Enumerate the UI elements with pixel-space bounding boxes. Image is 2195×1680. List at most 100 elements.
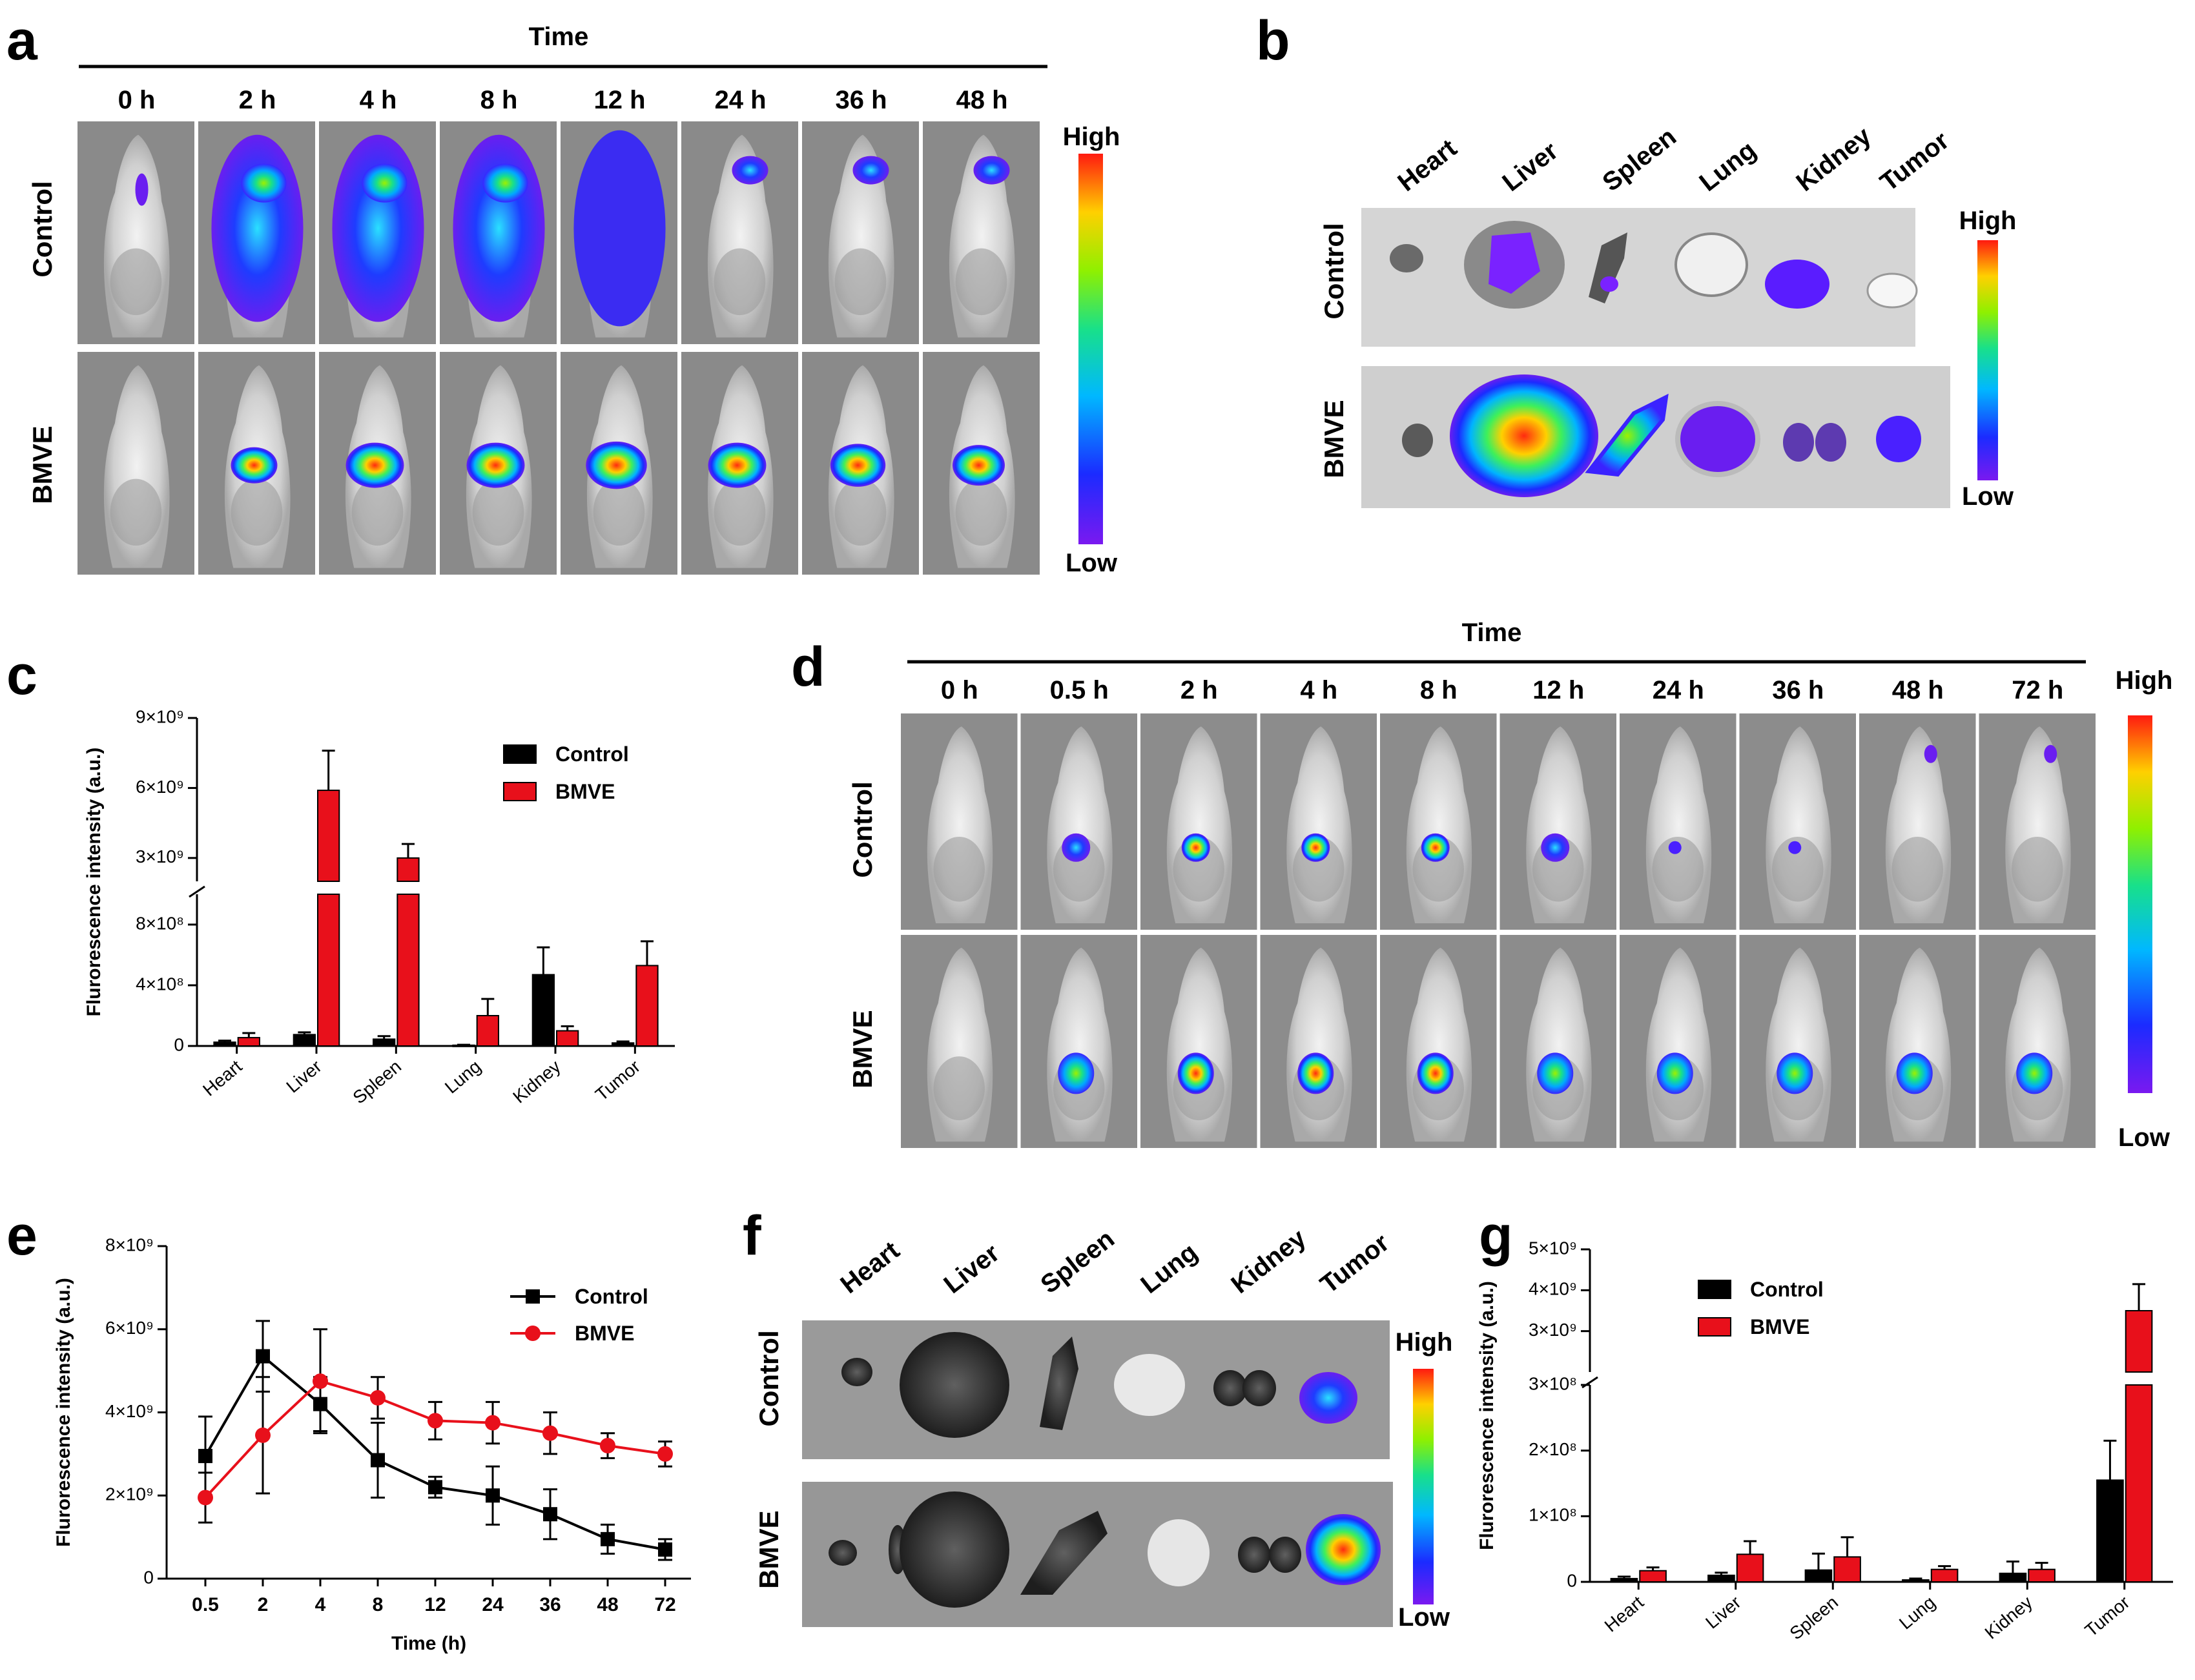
- chartC-bar-control-2: [373, 1038, 396, 1047]
- chart-g-legend-label-0: Control: [1750, 1278, 1824, 1301]
- chartC-ylabel: Flurorescence intensity (a.u.): [83, 748, 105, 1017]
- chart-e-ytick-label-0: 0: [143, 1567, 154, 1587]
- panel-a-cell-bmve-3: [440, 352, 557, 575]
- chart-e-point-control-8: [658, 1542, 672, 1557]
- chart-e-point-control-5: [486, 1488, 500, 1503]
- f-organs-4: Kidney: [1226, 1224, 1312, 1299]
- panel-d-time-0: 0 h: [941, 676, 978, 704]
- chart-e-point-bmve-0: [198, 1490, 213, 1506]
- panel-a-cell-bmve-0: [77, 352, 194, 575]
- panel-f-organs: Heart Liver Spleen Lung Kidney Tumor Control …: [754, 1224, 1452, 1632]
- chartG-ytick-label-0: 0: [1567, 1570, 1577, 1590]
- chartC-xlabel-2: Spleen: [349, 1056, 405, 1108]
- chart-e-point-control-7: [601, 1531, 615, 1546]
- chartG-xlabel-2: Spleen: [1786, 1592, 1842, 1644]
- chartC-ytick-label-5: 9×10⁹: [136, 706, 184, 726]
- panel-f-colorbar: [1413, 1369, 1434, 1604]
- panel-d-high-label: High: [2116, 666, 2173, 695]
- panel-d-cell-bmve-7: [1739, 935, 1856, 1148]
- chart-e-point-bmve-7: [600, 1438, 615, 1453]
- chart-e-xtick-label-7: 48: [597, 1594, 618, 1615]
- panel-a-cell-control-5: [681, 121, 798, 344]
- panel-a-imaging: Time 0 h 2 h 4 h 8 h 12 h 24 h 36 h 48 h Contro…: [27, 23, 1120, 577]
- panel-label-f: f: [743, 1205, 761, 1267]
- panel-d-cell-control-2: [1140, 713, 1257, 930]
- chartG-bar-bmve-4: [2028, 1568, 2056, 1583]
- chartC-bar-bmve-0: [237, 1037, 260, 1047]
- panel-a-colorbar: [1078, 154, 1103, 544]
- panel-a-time-6: 36 h: [835, 86, 887, 114]
- panel-d-cell-control-0: [901, 713, 1018, 930]
- chart-g-legend-swatch-0: [1698, 1280, 1731, 1299]
- chart-e-point-bmve-4: [428, 1413, 443, 1429]
- b-organs-2: Spleen: [1597, 123, 1681, 197]
- panel-a-time-7: 48 h: [956, 86, 1007, 114]
- panel-a-cell-bmve-4: [561, 352, 677, 575]
- panel-a-cell-control-0: [77, 121, 194, 344]
- panel-d-time-title: Time: [1462, 619, 1522, 647]
- panel-a-cell-bmve-2: [319, 352, 436, 575]
- panel-b-colorbar: [1977, 240, 1998, 480]
- panel-d-cell-control-3: [1260, 713, 1377, 930]
- chart-e-legend-marker-1: [525, 1326, 541, 1341]
- panel-d-time-3: 4 h: [1300, 676, 1337, 704]
- chartG-bar-bmve-3: [1930, 1568, 1959, 1583]
- panel-d-cell-control-5: [1499, 713, 1616, 930]
- chartC-bar-bmve-1: [317, 894, 340, 1047]
- panel-d-cell-control-7: [1739, 713, 1856, 930]
- chart-e-ytick-label-3: 6×10⁹: [105, 1318, 154, 1338]
- chartC-ytick-label-1: 4×10⁸: [136, 974, 184, 994]
- chartG-xlabel-5: Tumor: [2081, 1592, 2134, 1641]
- panel-d-row-bmve: BMVE: [847, 1010, 878, 1088]
- panel-a-cell-control-6: [802, 121, 919, 344]
- chart-e-legend-label-0: Control: [575, 1285, 648, 1308]
- panel-a-time-labels: 0 h 2 h 4 h 8 h 12 h 24 h 36 h 48 h: [118, 86, 1008, 114]
- chartG-xlabel-1: Liver: [1702, 1592, 1744, 1633]
- panel-d-low-label: Low: [2118, 1123, 2170, 1152]
- chartG-xlabel-4: Kidney: [1981, 1592, 2037, 1643]
- panel-a-row-control: Control: [27, 181, 57, 277]
- chart-e-xtick-label-1: 2: [258, 1594, 269, 1615]
- panel-b-row-bmve: BMVE: [1319, 400, 1349, 478]
- chart-e-xtick-label-5: 24: [482, 1594, 504, 1615]
- f-organs-5: Tumor: [1315, 1229, 1394, 1299]
- chartG-ylabel: Flurorescence intensity (a.u.): [1476, 1281, 1498, 1550]
- panel-d-time-labels: 0 h 0.5 h 2 h 4 h 8 h 12 h 24 h 36 h 48 h 72 h: [941, 676, 2063, 704]
- b-organs-3: Lung: [1694, 136, 1761, 197]
- panel-label-c: c: [6, 644, 37, 706]
- panel-a-cell-bmve-6: [802, 352, 919, 575]
- chart-e-point-control-6: [543, 1507, 557, 1522]
- chart-c-legend-swatch-0: [503, 744, 537, 764]
- panel-d-cell-bmve-4: [1380, 935, 1497, 1148]
- panel-f-row-control: Control: [754, 1330, 784, 1426]
- panel-b-bmve-photo: [1361, 366, 1950, 508]
- chartC-ytick-label-2: 8×10⁸: [136, 913, 184, 933]
- b-organs-5: Tumor: [1875, 127, 1954, 197]
- panel-label-g: g: [1479, 1205, 1513, 1267]
- chartC-bar-bmve-5: [635, 965, 659, 1047]
- chart-e-legend-label-1: BMVE: [575, 1322, 634, 1345]
- b-organs-4: Kidney: [1791, 121, 1877, 197]
- panel-d-time-2: 2 h: [1180, 676, 1218, 704]
- panel-a-cell-control-7: [923, 121, 1040, 344]
- panel-a-cell-bmve-7: [923, 352, 1040, 575]
- panel-d-cell-bmve-2: [1140, 935, 1257, 1148]
- panel-a-time-title: Time: [529, 23, 589, 51]
- chart-g: 0 1×10⁸ 2×10⁸ 3×10⁸ 3×10⁹ 4×10⁹ 5×10⁹ Fluroresc…: [1476, 1238, 2173, 1644]
- panel-d-cell-control-8: [1859, 713, 1976, 930]
- chartC-xlabel-0: Heart: [199, 1056, 246, 1100]
- chart-g-legend-swatch-1: [1698, 1317, 1731, 1337]
- panel-d-cell-bmve-5: [1499, 935, 1616, 1148]
- chartG-ytick-label-2: 2×10⁸: [1529, 1439, 1577, 1459]
- panel-a-photos: [77, 121, 1040, 575]
- chartG-bar-bmve-5-upper: [2125, 1310, 2153, 1373]
- panel-d-cell-bmve-6: [1620, 935, 1736, 1148]
- panel-a-cell-bmve-5: [681, 352, 798, 575]
- panel-b-low-label: Low: [1962, 482, 2014, 511]
- panel-label-a: a: [6, 10, 38, 72]
- panel-d-cell-control-4: [1380, 713, 1497, 930]
- chart-e-point-control-1: [256, 1349, 270, 1364]
- panel-a-cell-control-2: [319, 121, 436, 344]
- panel-d-time-1: 0.5 h: [1050, 676, 1109, 704]
- chartG-bar-control-1: [1707, 1574, 1735, 1583]
